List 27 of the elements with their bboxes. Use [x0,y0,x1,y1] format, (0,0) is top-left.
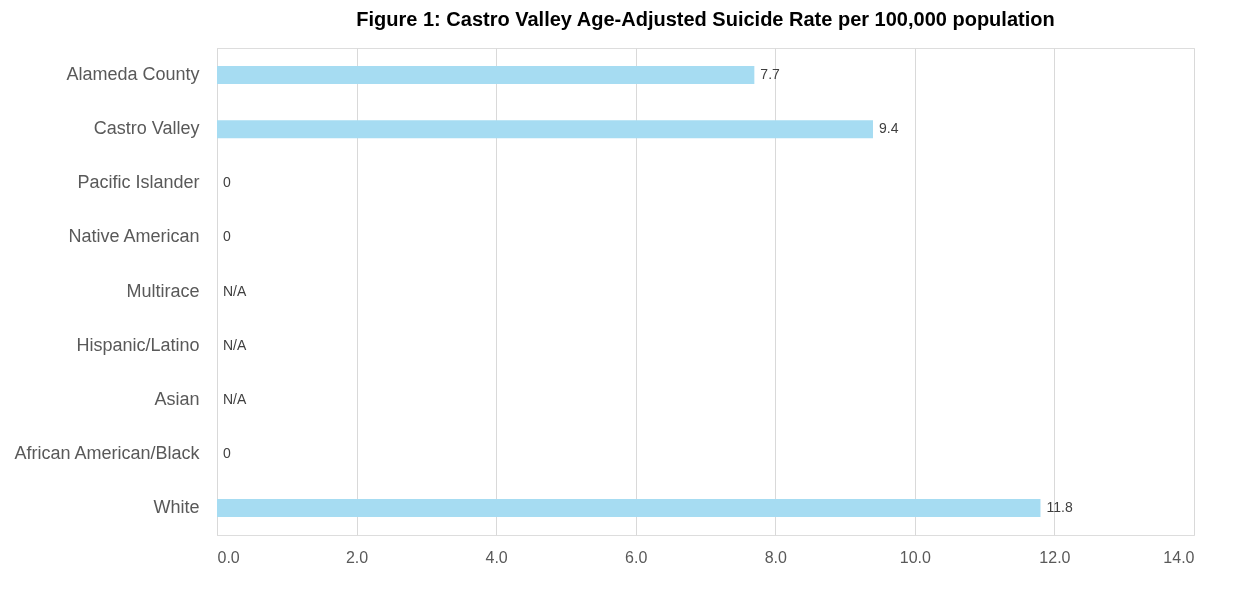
data-label: 11.8 [1046,498,1073,515]
x-tick-label: 4.0 [485,548,508,566]
data-label: 0 [223,174,231,191]
y-tick-label: Castro Valley [93,118,200,139]
y-tick-label: Alameda County [66,64,200,85]
text: N/A [223,336,247,353]
y-tick-label: Pacific Islander [77,172,200,193]
y-tick-label: Hispanic/Latino [76,334,200,355]
x-tick-label: 0.0 [217,548,240,566]
data-label: 0 [223,444,231,461]
y-tick-label: White [153,496,200,517]
x-tick-label: 8.0 [764,548,787,566]
x-tick-label: 14.0 [1163,548,1195,566]
chart-title: Figure 1: Castro Valley Age-Adjusted Suicide Rate per 100,000 population [356,8,1055,30]
x-tick-label: 6.0 [625,548,648,566]
x-tick-label: 10.0 [899,548,932,566]
data-label: 7.7 [760,66,781,83]
y-tick-label: Asian [154,388,200,409]
data-label: 0 [223,228,231,245]
text: N/A [223,390,247,407]
y-tick-label: Native American [68,226,200,247]
y-tick-label: Multirace [126,280,200,301]
data-label: 9.4 [878,120,899,137]
x-tick-label: 12.0 [1039,548,1071,566]
x-tick-label: 2.0 [345,548,369,566]
y-tick-label: African American/Black [14,442,201,463]
text: N/A [223,282,247,299]
